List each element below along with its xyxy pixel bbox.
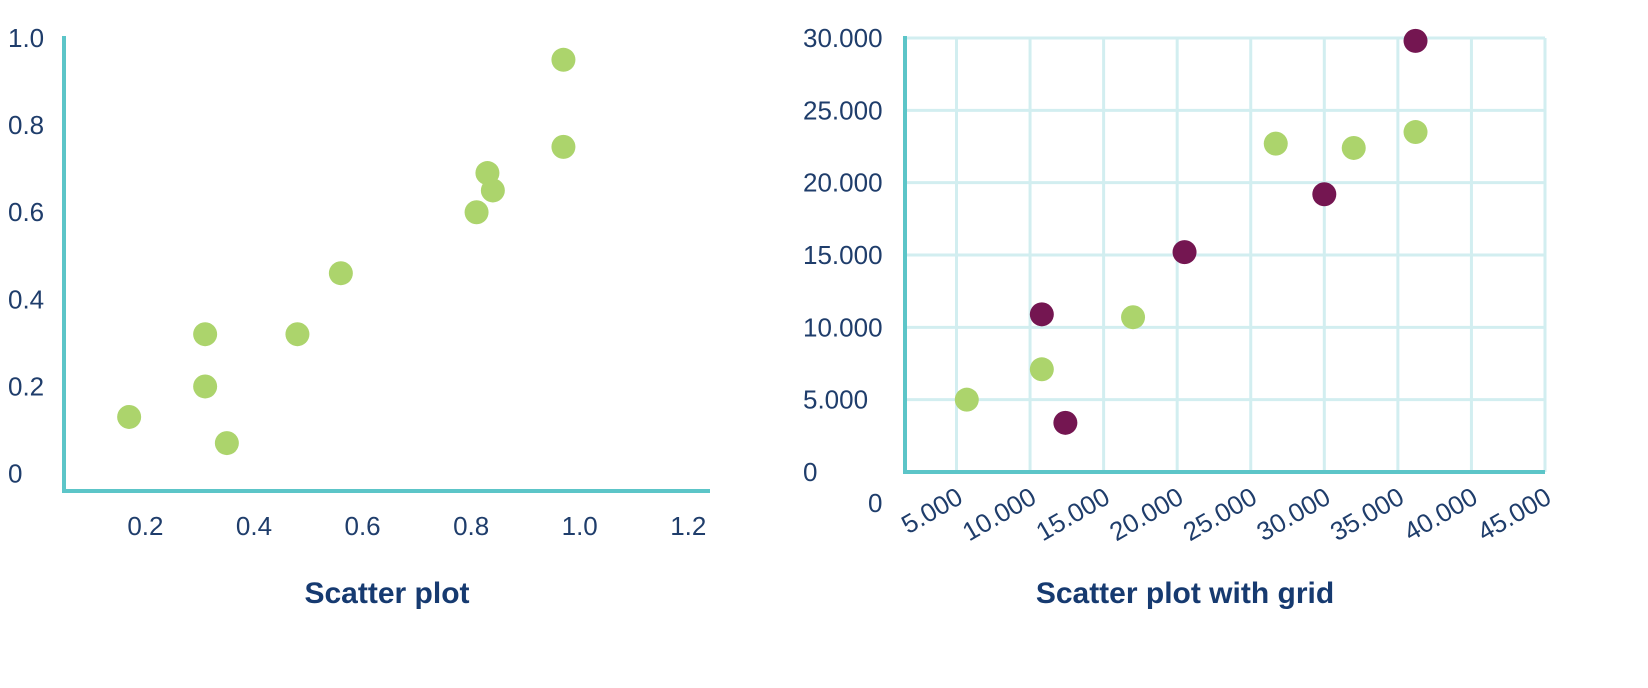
data-point — [117, 404, 142, 429]
data-point — [551, 134, 576, 159]
x-tick-label: 40.000 — [1399, 481, 1483, 547]
y-tick-label: 0.8 — [8, 110, 44, 140]
y-tick-label: 0 — [803, 457, 817, 487]
x-tick-label: 30.000 — [1251, 481, 1335, 547]
y-tick-label: 30.000 — [803, 23, 883, 53]
data-point — [464, 200, 489, 225]
data-point — [1403, 28, 1428, 53]
y-tick-label: 1.0 — [8, 23, 44, 53]
data-point — [328, 261, 353, 286]
x-tick-label: 45.000 — [1472, 481, 1556, 547]
data-point — [1029, 302, 1054, 327]
data-point — [1029, 357, 1054, 382]
data-point — [1312, 182, 1337, 207]
x-tick-label: 0.4 — [236, 511, 272, 541]
data-point — [1053, 410, 1078, 435]
x-tick-label: 0.2 — [127, 511, 163, 541]
data-point — [480, 178, 505, 203]
data-point — [214, 431, 239, 456]
data-point — [1121, 305, 1146, 330]
y-tick-label: 0.2 — [8, 371, 44, 401]
data-point — [1341, 135, 1366, 160]
y-tick-label: 0.6 — [8, 197, 44, 227]
x-tick-label: 0.6 — [344, 511, 380, 541]
x-origin-label: 0 — [868, 488, 882, 518]
y-tick-label: 20.000 — [803, 168, 883, 198]
x-tick-label: 1.2 — [670, 511, 706, 541]
data-point — [285, 322, 310, 347]
x-tick-label: 0.8 — [453, 511, 489, 541]
x-tick-label: 10.000 — [957, 481, 1041, 547]
data-point — [954, 387, 979, 412]
x-tick-label: 35.000 — [1325, 481, 1409, 547]
x-tick-label: 25.000 — [1178, 481, 1262, 547]
y-tick-label: 0.4 — [8, 284, 44, 314]
x-tick-label: 20.000 — [1104, 481, 1188, 547]
y-tick-label: 0 — [8, 459, 22, 489]
y-tick-label: 15.000 — [803, 240, 883, 270]
y-tick-label: 10.000 — [803, 312, 883, 342]
x-tick-label: 15.000 — [1031, 481, 1115, 547]
data-point — [1403, 120, 1428, 145]
x-tick-label: 1.0 — [562, 511, 598, 541]
data-point — [1263, 131, 1288, 156]
data-point — [193, 322, 218, 347]
scatter-plot-chart: 0 0.2 0.4 0.6 0.8 1.0 0.2 0.4 0.6 0.8 1.0 1.2 Scatte… — [8, 23, 710, 610]
chart-caption: Scatter plot with grid — [1036, 577, 1334, 610]
data-point — [551, 47, 576, 72]
chart-caption: Scatter plot — [304, 577, 469, 610]
y-tick-label: 25.000 — [803, 95, 883, 125]
data-point — [1172, 240, 1197, 265]
y-tick-label: 5.000 — [803, 385, 868, 415]
x-tick-label: 5.000 — [896, 481, 967, 540]
data-point — [193, 374, 218, 399]
